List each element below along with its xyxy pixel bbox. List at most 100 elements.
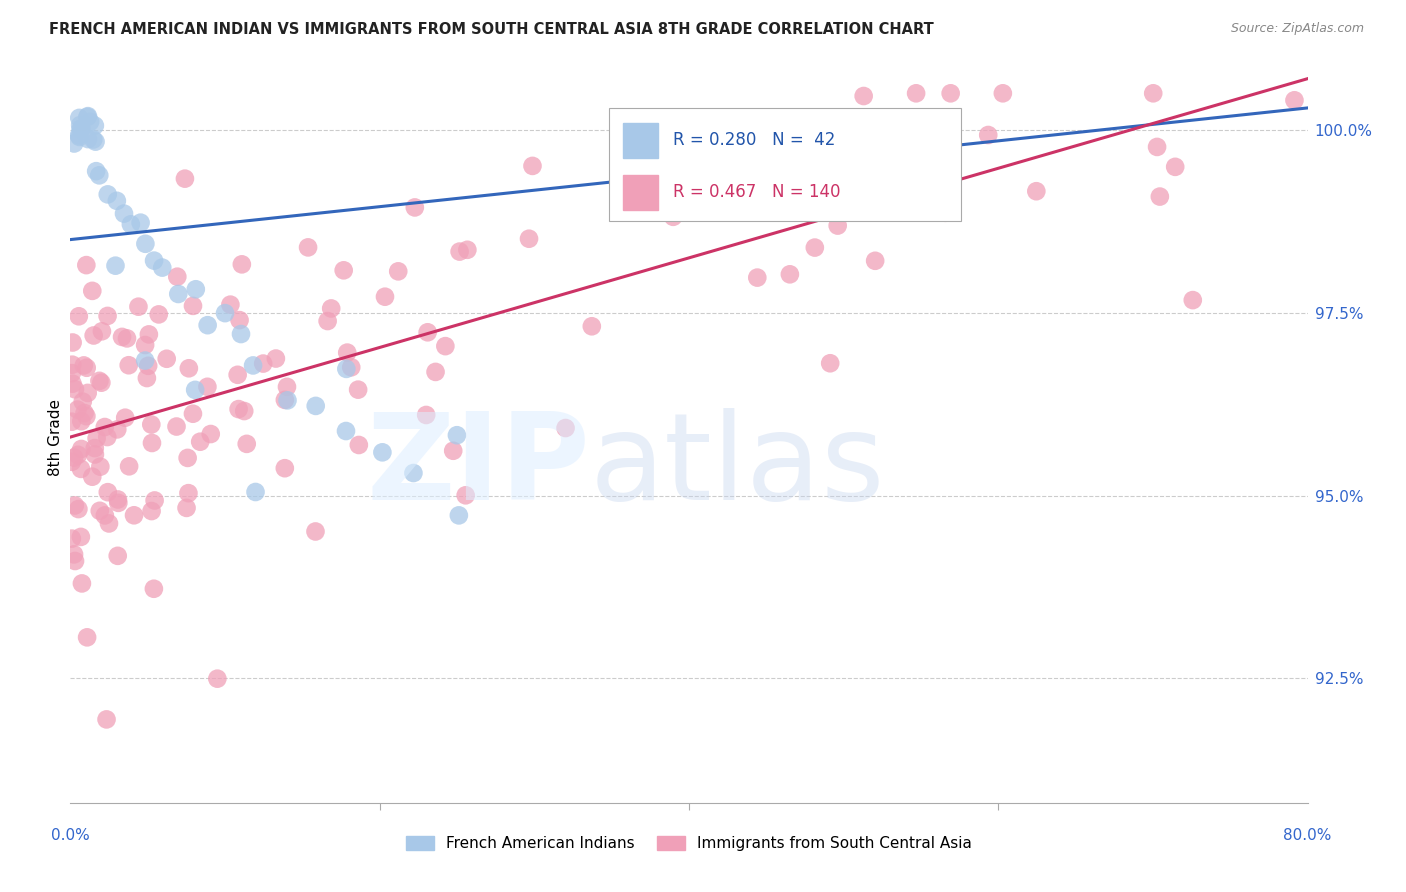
Point [97, 309, 120, 323]
Point [63, 136, 86, 151]
Point [517, 232, 540, 246]
Bar [623, 175, 658, 210]
Point [340, 360, 363, 375]
Point [89, 169, 111, 183]
Point [207, 672, 229, 686]
Text: ZIP: ZIP [366, 408, 591, 524]
Point [115, 331, 138, 345]
Point [70, 414, 93, 428]
Point [75, 409, 97, 424]
Point [69, 130, 91, 145]
Point [662, 210, 685, 224]
Point [297, 240, 319, 254]
Point [136, 359, 159, 373]
Point [83, 441, 105, 455]
Point [73, 359, 96, 373]
Text: atlas: atlas [591, 408, 886, 524]
Point [134, 236, 156, 251]
Point [446, 428, 468, 442]
Point [276, 393, 298, 408]
Point [114, 410, 136, 425]
Point [554, 421, 576, 435]
Point [316, 314, 339, 328]
Point [581, 319, 603, 334]
Point [522, 159, 544, 173]
Point [94, 508, 117, 523]
Point [142, 582, 165, 596]
Point [181, 299, 204, 313]
Point [141, 504, 163, 518]
Point [105, 194, 128, 208]
Point [94, 420, 117, 434]
Point [977, 128, 1000, 142]
FancyBboxPatch shape [609, 108, 962, 221]
Point [274, 461, 297, 475]
Point [66, 448, 89, 462]
Y-axis label: 8th Grade: 8th Grade [48, 399, 63, 475]
Point [77, 132, 100, 146]
Point [219, 298, 242, 312]
Text: FRENCH AMERICAN INDIAN VS IMMIGRANTS FROM SOUTH CENTRAL ASIA 8TH GRADE CORRELATI: FRENCH AMERICAN INDIAN VS IMMIGRANTS FRO… [49, 22, 934, 37]
Point [276, 380, 298, 394]
Point [60, 366, 83, 380]
Point [804, 241, 827, 255]
Point [228, 313, 250, 327]
Point [77, 109, 100, 123]
Point [112, 206, 135, 220]
Point [135, 371, 157, 385]
Point [456, 243, 478, 257]
Point [76, 110, 98, 124]
Point [84, 135, 107, 149]
Point [98, 516, 121, 531]
Point [90, 324, 112, 338]
Point [725, 112, 748, 127]
Point [184, 383, 207, 397]
Point [79, 115, 101, 129]
Point [89, 504, 111, 518]
Point [120, 217, 142, 231]
Bar [623, 123, 658, 158]
Point [75, 258, 97, 272]
Point [70, 462, 93, 476]
Point [76, 360, 98, 375]
Point [122, 508, 145, 523]
Point [454, 488, 477, 502]
Point [70, 121, 93, 136]
Point [63, 499, 86, 513]
Point [83, 328, 105, 343]
Point [107, 496, 129, 510]
Point [177, 486, 200, 500]
Point [76, 385, 98, 400]
Point [264, 351, 287, 366]
Text: R = 0.280   N =  42: R = 0.280 N = 42 [673, 131, 835, 149]
Point [176, 450, 198, 465]
Point [188, 434, 211, 449]
Point [86, 431, 108, 445]
Point [150, 260, 173, 275]
Point [905, 87, 928, 101]
Point [387, 264, 409, 278]
Point [434, 339, 457, 353]
Point [97, 187, 120, 202]
Point [60, 532, 83, 546]
Point [233, 404, 256, 418]
Point [347, 438, 370, 452]
Point [104, 259, 127, 273]
Point [141, 436, 163, 450]
Point [229, 326, 252, 341]
Point [67, 128, 90, 143]
Point [118, 459, 141, 474]
Point [197, 318, 219, 333]
Point [1164, 160, 1187, 174]
Point [156, 351, 179, 366]
Point [134, 338, 156, 352]
Point [818, 356, 841, 370]
Point [96, 713, 118, 727]
Point [76, 630, 98, 644]
Point [141, 417, 163, 432]
Point [197, 380, 219, 394]
Point [82, 469, 104, 483]
Point [118, 358, 141, 372]
Point [70, 576, 93, 591]
Point [252, 357, 274, 371]
